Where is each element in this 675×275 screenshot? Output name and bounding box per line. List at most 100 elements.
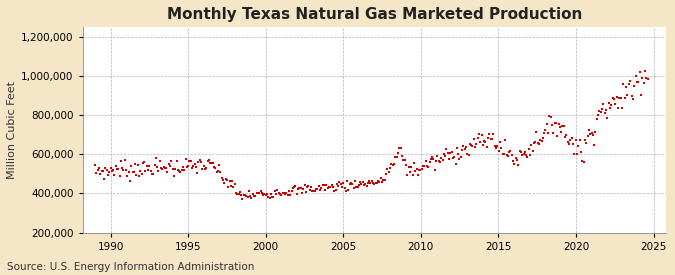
Point: [606, 103, 617, 107]
Point: [245, 194, 256, 199]
Point: [125, 178, 136, 183]
Point: [95, 171, 105, 176]
Point: [170, 166, 181, 171]
Point: [101, 168, 112, 172]
Point: [242, 194, 253, 199]
Point: [573, 144, 584, 148]
Point: [629, 84, 640, 89]
Point: [241, 194, 252, 198]
Point: [94, 166, 105, 170]
Point: [382, 167, 393, 171]
Point: [414, 167, 425, 172]
Point: [362, 181, 373, 186]
Point: [111, 166, 122, 171]
Point: [566, 136, 577, 140]
Point: [427, 154, 437, 159]
Point: [315, 188, 325, 192]
Point: [632, 80, 643, 85]
Point: [190, 164, 201, 169]
Point: [141, 164, 152, 168]
Point: [550, 120, 561, 125]
Point: [374, 180, 385, 184]
Point: [505, 149, 516, 154]
Point: [103, 173, 113, 177]
Point: [269, 189, 280, 194]
Point: [298, 187, 308, 191]
Point: [569, 152, 580, 156]
Point: [589, 143, 599, 147]
Point: [375, 176, 386, 180]
Point: [115, 159, 126, 164]
Point: [371, 181, 382, 185]
Point: [209, 164, 219, 169]
Point: [423, 165, 433, 169]
Point: [158, 165, 169, 169]
Point: [498, 152, 509, 156]
Point: [526, 143, 537, 147]
Point: [338, 181, 349, 185]
Point: [292, 192, 302, 196]
Point: [121, 167, 132, 172]
Point: [219, 181, 230, 185]
Point: [360, 182, 371, 186]
Point: [560, 135, 570, 139]
Point: [223, 185, 234, 189]
Point: [540, 128, 551, 132]
Point: [358, 183, 369, 187]
Point: [484, 132, 495, 136]
Point: [155, 159, 165, 163]
Point: [421, 159, 431, 163]
Point: [172, 167, 183, 172]
Point: [506, 152, 517, 157]
Point: [369, 182, 380, 186]
Point: [512, 158, 522, 163]
Point: [267, 194, 277, 199]
Point: [118, 168, 129, 172]
Point: [184, 159, 195, 163]
Point: [605, 106, 616, 110]
Point: [524, 153, 535, 157]
Point: [238, 193, 249, 197]
Point: [295, 186, 306, 191]
Point: [415, 168, 426, 172]
Point: [601, 108, 612, 112]
Point: [580, 138, 591, 143]
Point: [300, 190, 311, 195]
Point: [329, 189, 340, 193]
Point: [348, 186, 359, 190]
Point: [474, 132, 485, 137]
Point: [574, 138, 585, 142]
Point: [565, 138, 576, 142]
Point: [302, 185, 313, 190]
Point: [500, 138, 510, 142]
Point: [585, 132, 595, 136]
Point: [152, 164, 163, 169]
Point: [558, 124, 569, 128]
Point: [163, 161, 174, 166]
Point: [100, 166, 111, 170]
Point: [105, 166, 116, 170]
Point: [568, 142, 578, 147]
Point: [377, 180, 387, 185]
Point: [431, 158, 441, 163]
Point: [256, 191, 267, 195]
Point: [572, 152, 583, 156]
Point: [370, 180, 381, 185]
Y-axis label: Million Cubic Feet: Million Cubic Feet: [7, 81, 17, 179]
Point: [425, 157, 436, 161]
Point: [268, 195, 279, 200]
Point: [530, 139, 541, 144]
Point: [383, 170, 394, 175]
Point: [453, 151, 464, 156]
Point: [337, 185, 348, 189]
Point: [126, 164, 136, 168]
Point: [284, 189, 294, 193]
Point: [306, 185, 317, 189]
Point: [488, 131, 499, 136]
Point: [480, 140, 491, 145]
Point: [637, 76, 647, 81]
Point: [393, 151, 404, 155]
Point: [182, 165, 192, 169]
Point: [642, 77, 653, 81]
Point: [489, 144, 500, 148]
